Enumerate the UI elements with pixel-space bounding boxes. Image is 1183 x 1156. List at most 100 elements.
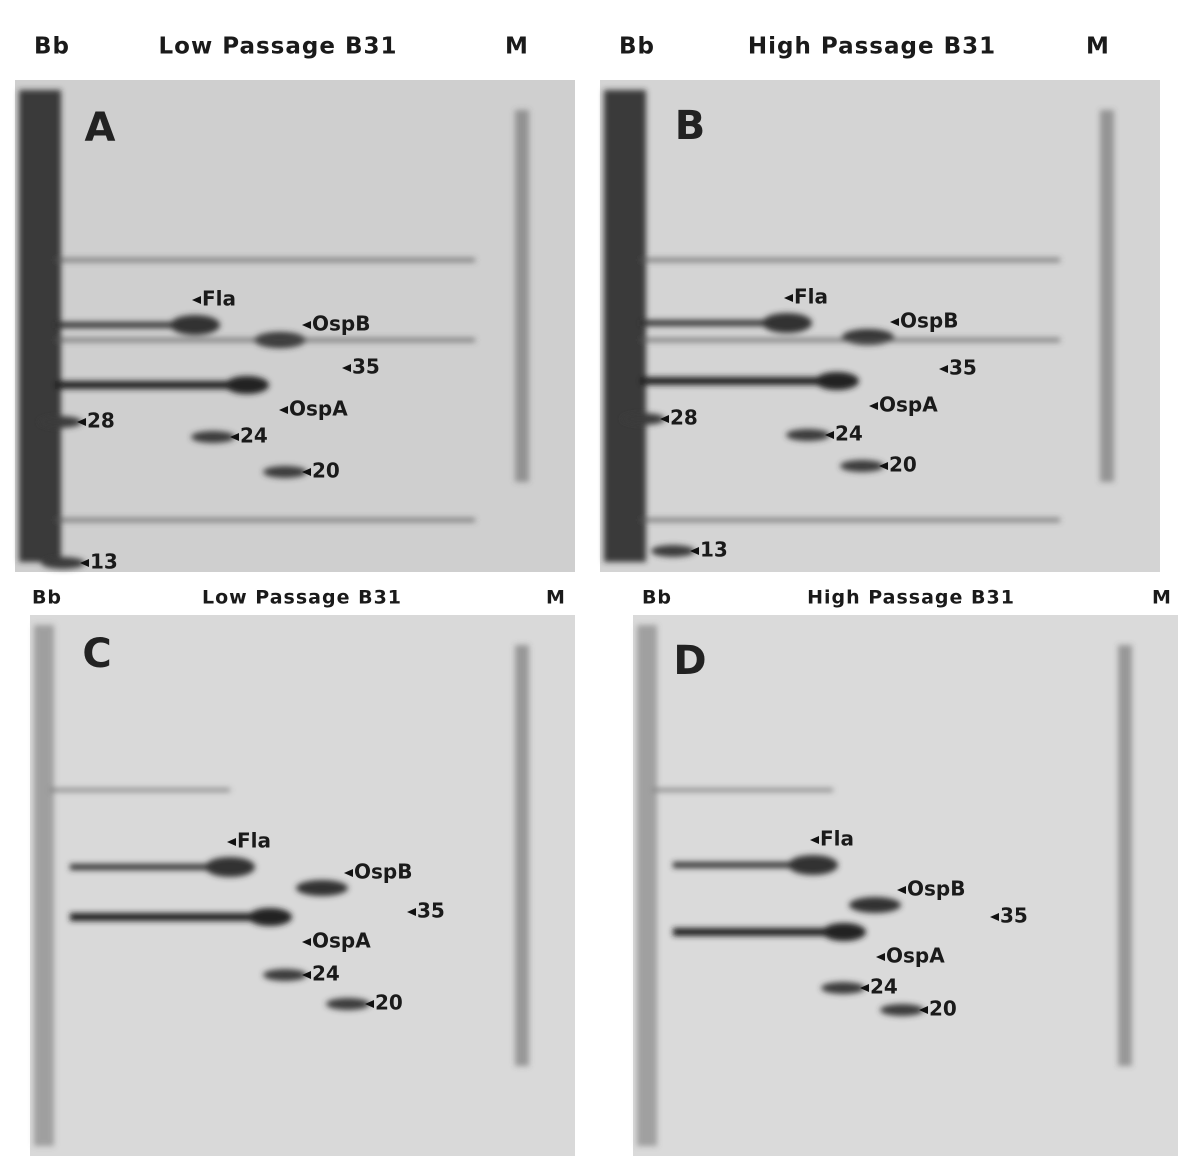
spot	[822, 923, 866, 941]
spot	[651, 545, 695, 557]
pointer-arrow	[990, 913, 999, 921]
bb-lane	[34, 625, 54, 1146]
gel-background	[633, 615, 1178, 1156]
protein-label: OspB	[900, 309, 958, 333]
lane-label: Bb	[32, 587, 62, 609]
protein-label: 35	[1000, 904, 1028, 928]
pointer-arrow	[302, 468, 311, 476]
gel-spots	[34, 625, 529, 1146]
protein-label: 20	[889, 453, 917, 477]
pointer-arrow	[77, 418, 86, 426]
lane-label: M	[1152, 587, 1172, 609]
spot	[326, 998, 370, 1010]
protein-label: 35	[417, 899, 445, 923]
pointer-arrow	[660, 415, 669, 423]
pointer-arrow	[227, 838, 236, 846]
bb-lane	[19, 90, 61, 562]
lane-label: M	[546, 587, 566, 609]
protein-label: 24	[835, 422, 863, 446]
protein-label: 28	[670, 406, 698, 430]
pointer-arrow	[230, 433, 239, 441]
protein-label: OspA	[289, 397, 348, 421]
gel-spots	[19, 90, 529, 569]
pointer-arrow	[939, 365, 948, 373]
pointer-arrow	[869, 402, 878, 410]
pointer-arrow	[365, 1000, 374, 1008]
protein-label: OspB	[354, 860, 412, 884]
marker-lane	[515, 645, 529, 1066]
lane-label: M	[1086, 34, 1110, 60]
pointer-arrow	[879, 462, 888, 470]
spot	[248, 908, 292, 926]
pointer-arrow	[192, 296, 201, 304]
pointer-arrow	[80, 559, 89, 567]
spot	[788, 855, 838, 875]
panel-letter: B	[675, 103, 706, 149]
protein-label: 24	[240, 424, 268, 448]
spot	[296, 880, 348, 896]
panel-title: Low Passage B31	[202, 587, 402, 609]
pointer-arrow	[407, 908, 416, 916]
spot	[842, 329, 894, 345]
bb-lane	[604, 90, 646, 562]
panel-title: High Passage B31	[748, 34, 996, 60]
marker-lane	[1100, 110, 1114, 482]
spot	[38, 416, 82, 428]
pointer-arrow	[876, 953, 885, 961]
spot	[815, 372, 859, 390]
pointer-arrow	[919, 1006, 928, 1014]
marker-lane	[515, 110, 529, 482]
spot	[225, 376, 269, 394]
spot	[41, 557, 85, 569]
spot	[840, 460, 884, 472]
pointer-arrow	[825, 431, 834, 439]
protein-label: 20	[375, 991, 403, 1015]
marker-lane	[1118, 645, 1132, 1066]
lane-label: Bb	[619, 34, 655, 60]
lane-label: M	[505, 34, 529, 60]
protein-label: Fla	[202, 287, 236, 311]
panel-title: High Passage B31	[807, 587, 1015, 609]
panel-title: Low Passage B31	[159, 34, 398, 60]
protein-label: 24	[870, 975, 898, 999]
protein-label: OspB	[312, 312, 370, 336]
bb-lane	[637, 625, 657, 1146]
pointer-arrow	[690, 547, 699, 555]
spot	[880, 1004, 924, 1016]
pointer-arrow	[279, 406, 288, 414]
pointer-arrow	[784, 294, 793, 302]
spot	[205, 857, 255, 877]
panel-letter: D	[673, 638, 706, 684]
spot	[263, 969, 307, 981]
panel-letter: A	[85, 105, 116, 151]
pointer-arrow	[302, 938, 311, 946]
protein-label: Fla	[794, 285, 828, 309]
protein-label: OspA	[886, 944, 945, 968]
protein-label: Fla	[237, 829, 271, 853]
protein-label: 20	[312, 459, 340, 483]
protein-label: 13	[700, 538, 728, 562]
gel-panel: Bb High Passage B31 M B Fla OspB 35 OspA 28 24 20 1…	[600, 34, 1160, 572]
pointer-arrow	[810, 836, 819, 844]
protein-label: 13	[90, 550, 118, 574]
lane-label: Bb	[642, 587, 672, 609]
spot	[621, 413, 665, 425]
protein-label: 28	[87, 409, 115, 433]
pointer-arrow	[342, 364, 351, 372]
spot	[191, 431, 235, 443]
pointer-arrow	[302, 321, 311, 329]
panel-letter: C	[82, 631, 111, 677]
pointer-arrow	[897, 886, 906, 894]
gel-panel: Bb High Passage B31 M D Fla OspB 35 OspA 24 20	[633, 587, 1178, 1156]
spot	[849, 897, 901, 913]
pointer-arrow	[302, 971, 311, 979]
pointer-arrow	[860, 984, 869, 992]
protein-label: 24	[312, 962, 340, 986]
spot	[762, 313, 812, 333]
pointer-arrow	[890, 318, 899, 326]
protein-label: 35	[949, 356, 977, 380]
spot	[263, 466, 307, 478]
